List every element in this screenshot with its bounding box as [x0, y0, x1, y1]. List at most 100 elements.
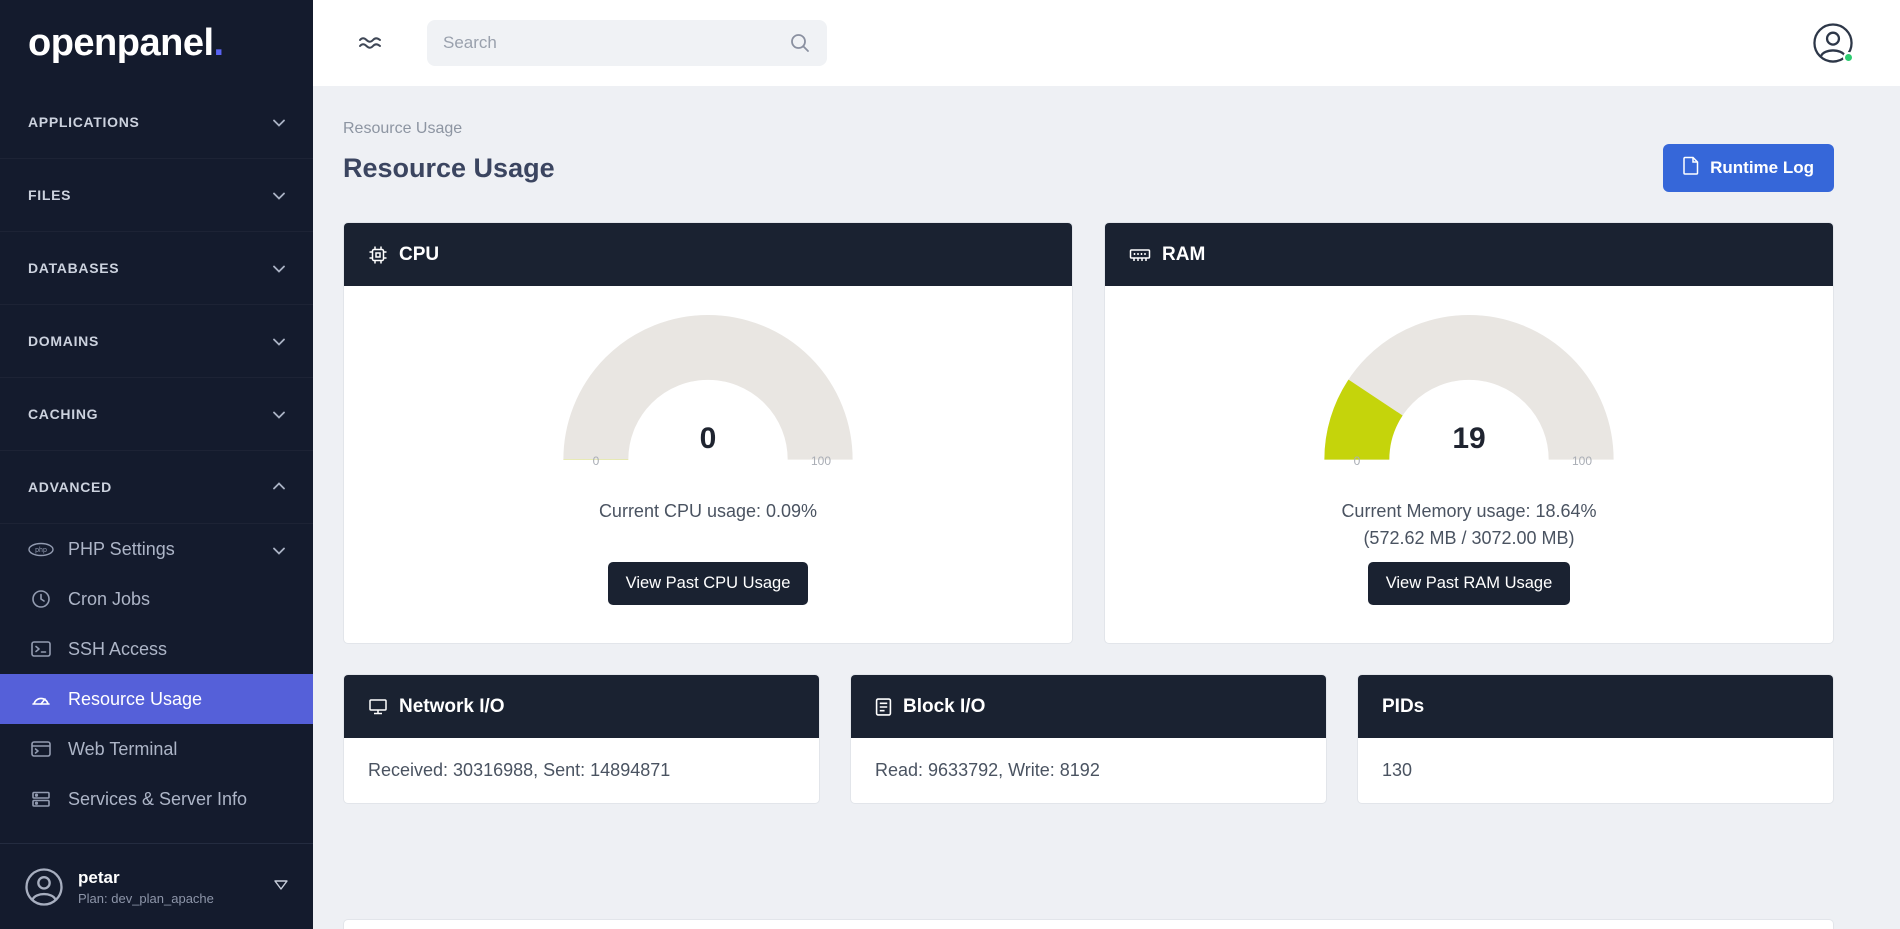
- section-label: APPLICATIONS: [28, 114, 140, 130]
- sidebar-toggle-icon[interactable]: [357, 32, 383, 54]
- block-io-card: Block I/O Read: 9633792, Write: 8192: [850, 674, 1327, 804]
- php-icon: php: [28, 542, 54, 557]
- topbar-account: [1812, 22, 1854, 64]
- block-io-value: Read: 9633792, Write: 8192: [875, 760, 1100, 780]
- breadcrumb: Resource Usage: [343, 120, 463, 137]
- sidebar-section-domains[interactable]: DOMAINS: [0, 305, 313, 378]
- user-avatar-icon: [24, 867, 64, 907]
- chevron-down-icon: [273, 406, 285, 422]
- pids-value: 130: [1382, 760, 1413, 780]
- sidebar-item-web-terminal[interactable]: Web Terminal: [0, 724, 313, 774]
- document-icon: [1683, 156, 1699, 180]
- terminal-icon: [28, 640, 54, 658]
- search-icon[interactable]: [789, 32, 811, 54]
- sidebar-section-databases[interactable]: DATABASES: [0, 232, 313, 305]
- server-icon: [28, 790, 54, 808]
- section-label: ADVANCED: [28, 479, 112, 495]
- page-content: Resource Usage Resource Usage Runtime Lo…: [313, 86, 1900, 929]
- ram-usage-line-2: (572.62 MB / 3072.00 MB): [1363, 528, 1575, 548]
- chevron-down-icon: [273, 539, 285, 560]
- sidebar-item-php-settings[interactable]: php PHP Settings: [0, 524, 313, 574]
- block-io-title: Block I/O: [903, 695, 986, 717]
- chevron-down-icon: [273, 260, 285, 276]
- ram-card-body: 19 0 100 Current Memory usage: 18.64% (5…: [1105, 286, 1833, 643]
- network-io-title: Network I/O: [399, 695, 505, 717]
- network-io-header: Network I/O: [344, 675, 819, 738]
- sidebar-item-label: Services & Server Info: [68, 788, 248, 809]
- block-io-header: Block I/O: [851, 675, 1326, 738]
- user-plan: Plan: dev_plan_apache: [78, 890, 214, 906]
- disk-icon: [875, 697, 892, 717]
- sidebar-item-cron-jobs[interactable]: Cron Jobs: [0, 574, 313, 624]
- main-column: Resource Usage Resource Usage Runtime Lo…: [313, 0, 1900, 929]
- section-label: DOMAINS: [28, 333, 100, 349]
- section-label: CACHING: [28, 406, 99, 422]
- cpu-gauge-value: 0: [699, 422, 717, 455]
- sidebar-item-label: SSH Access: [68, 638, 168, 659]
- chevron-up-icon: [273, 479, 285, 495]
- sidebar-nav: APPLICATIONS FILES DATABASES DOMAINS CAC…: [0, 86, 313, 843]
- sidebar: openpanel. APPLICATIONS FILES DATABASES …: [0, 0, 313, 929]
- sidebar-item-resource-usage[interactable]: Resource Usage: [0, 674, 313, 724]
- cpu-card: CPU 0 0 100 Current CPU usage: 0.09%: [343, 222, 1073, 644]
- cpu-icon: [368, 245, 388, 265]
- ram-icon: [1129, 245, 1151, 265]
- brand-dot: .: [213, 21, 225, 64]
- brand-name: openpanel: [28, 21, 214, 64]
- cpu-card-title: CPU: [399, 243, 440, 265]
- cpu-gauge-max-tick: 100: [810, 454, 832, 468]
- cpu-card-header: CPU: [344, 223, 1072, 286]
- sidebar-item-label: Web Terminal: [68, 738, 178, 759]
- ram-card-header: RAM: [1105, 223, 1833, 286]
- chevron-down-icon: [273, 187, 285, 203]
- sidebar-item-ssh-access[interactable]: SSH Access: [0, 624, 313, 674]
- sidebar-item-label: PHP Settings: [68, 538, 175, 559]
- clock-icon: [28, 589, 54, 609]
- cpu-usage-caption: Current CPU usage: 0.09%: [599, 498, 817, 556]
- search-input[interactable]: [443, 33, 789, 53]
- sidebar-section-caching[interactable]: CACHING: [0, 378, 313, 451]
- svg-text:php: php: [35, 547, 47, 554]
- advanced-submenu: php PHP Settings Cron Jobs SSH Access: [0, 524, 313, 824]
- sidebar-user-menu[interactable]: petar Plan: dev_plan_apache: [0, 843, 313, 929]
- ram-card: RAM 19 0 100 Current Memory usage: 18.64…: [1104, 222, 1834, 644]
- sidebar-item-services-server-info[interactable]: Services & Server Info: [0, 774, 313, 824]
- ram-gauge-max-tick: 100: [1571, 454, 1593, 468]
- network-io-value: Received: 30316988, Sent: 14894871: [368, 760, 671, 780]
- ram-usage-caption: Current Memory usage: 18.64% (572.62 MB …: [1341, 498, 1596, 556]
- ram-usage-line-1: Current Memory usage: 18.64%: [1341, 501, 1597, 521]
- stat-cards-row: Network I/O Received: 30316988, Sent: 14…: [343, 674, 1834, 804]
- ram-card-title: RAM: [1162, 243, 1206, 265]
- sidebar-section-applications[interactable]: APPLICATIONS: [0, 86, 313, 159]
- view-past-cpu-usage-button[interactable]: View Past CPU Usage: [607, 562, 809, 605]
- gauge-icon: [28, 690, 54, 708]
- web-terminal-icon: [28, 740, 54, 758]
- page-title: Resource Usage: [343, 152, 555, 183]
- runtime-log-button[interactable]: Runtime Log: [1663, 144, 1834, 192]
- ram-gauge-value: 19: [1452, 422, 1486, 455]
- footer-strip: [343, 919, 1834, 929]
- cpu-gauge: 0 0 100: [560, 312, 856, 468]
- pids-card: PIDs 130: [1357, 674, 1834, 804]
- network-icon: [368, 697, 388, 716]
- view-past-ram-usage-button[interactable]: View Past RAM Usage: [1367, 562, 1571, 605]
- account-avatar-icon[interactable]: [1812, 22, 1854, 64]
- chevron-down-icon: [273, 114, 285, 130]
- section-label: DATABASES: [28, 260, 120, 276]
- pids-title: PIDs: [1382, 695, 1425, 717]
- cpu-gauge-min-tick: 0: [592, 454, 600, 468]
- pids-header: PIDs: [1358, 675, 1833, 738]
- sidebar-section-files[interactable]: FILES: [0, 159, 313, 232]
- online-status-dot: [1843, 52, 1854, 63]
- user-name: petar: [78, 867, 120, 887]
- brand-logo[interactable]: openpanel.: [0, 0, 313, 86]
- ram-gauge-min-tick: 0: [1353, 454, 1361, 468]
- sidebar-item-label: Resource Usage: [68, 688, 203, 709]
- cpu-card-body: 0 0 100 Current CPU usage: 0.09% View Pa…: [344, 286, 1072, 643]
- topbar: [313, 0, 1900, 86]
- chevron-down-icon: [273, 333, 285, 349]
- ram-gauge: 19 0 100: [1321, 312, 1617, 468]
- sidebar-section-advanced[interactable]: ADVANCED: [0, 451, 313, 524]
- section-label: FILES: [28, 187, 72, 203]
- sidebar-item-label: Cron Jobs: [68, 588, 151, 609]
